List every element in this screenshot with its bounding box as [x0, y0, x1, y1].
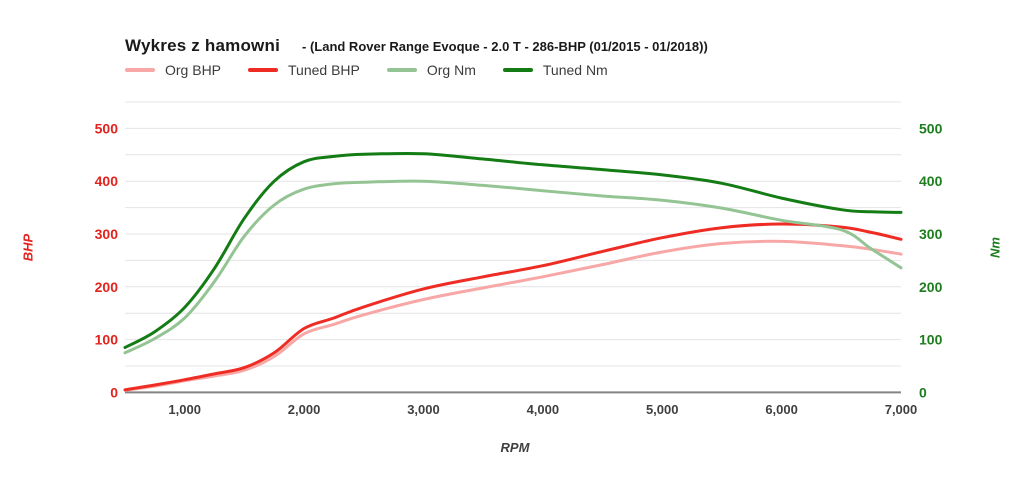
right-axis-title: Nm [987, 237, 1003, 258]
right-axis-tick-label: 300 [919, 226, 943, 242]
left-axis-tick-label: 200 [95, 279, 119, 295]
series-line-org-nm [123, 179, 903, 355]
series-line-org-bhp [123, 239, 903, 392]
chart-title-sub: - (Land Rover Range Evoque - 2.0 T - 286… [302, 39, 708, 54]
legend-label: Org BHP [165, 62, 222, 78]
series-line-tuned-bhp [123, 222, 903, 392]
tuned-bhp-line-swatch-icon [248, 68, 279, 72]
legend-label: Tuned Nm [542, 62, 608, 78]
legend-item-org-nm: Org Nm [386, 62, 476, 78]
left-axis-tick-label: 500 [95, 120, 119, 136]
left-axis-tick-label: 400 [95, 173, 119, 189]
legend-item-tuned-bhp: Tuned BHP [248, 62, 360, 78]
legend-label: Tuned BHP [288, 62, 360, 78]
x-axis-tick-label: 4,000 [527, 402, 560, 417]
right-axis-tick-label: 500 [919, 120, 943, 136]
tuned-nm-line-swatch-icon [502, 68, 533, 72]
chart-legend: Org BHP Tuned BHP Org Nm Tuned Nm [125, 62, 608, 78]
x-axis-tick-label: 5,000 [646, 402, 679, 417]
org-bhp-line-swatch-icon [125, 68, 155, 72]
x-axis-tick-label: 2,000 [288, 402, 321, 417]
legend-item-tuned-nm: Tuned Nm [502, 62, 608, 78]
legend-label: Org Nm [426, 62, 476, 78]
x-axis-tick-label: 6,000 [765, 402, 798, 417]
right-axis-tick-label: 200 [919, 279, 943, 295]
org-nm-line-swatch-icon [386, 68, 417, 72]
right-axis-tick-label: 0 [919, 384, 927, 400]
left-axis-tick-label: 300 [95, 226, 119, 242]
left-axis-tick-label: 0 [110, 384, 118, 400]
chart-title-main: Wykres z hamowni [125, 36, 280, 55]
series-line-tuned-nm [123, 151, 903, 349]
x-axis-tick-label: 3,000 [407, 402, 440, 417]
x-axis-title: RPM [500, 440, 530, 455]
legend-item-org-bhp: Org BHP [125, 62, 221, 78]
left-axis-tick-label: 100 [95, 332, 119, 348]
x-axis-tick-label: 7,000 [885, 402, 918, 417]
chart-title: Wykres z hamowni - (Land Rover Range Evo… [125, 36, 708, 56]
left-axis-title: BHP [20, 233, 36, 262]
right-axis-tick-label: 400 [919, 173, 943, 189]
x-axis-tick-label: 1,000 [168, 402, 201, 417]
right-axis-tick-label: 100 [919, 332, 943, 348]
